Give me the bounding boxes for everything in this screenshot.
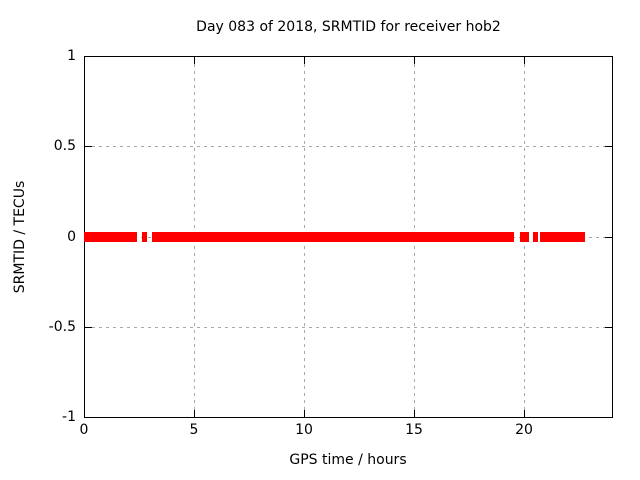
y-tick-mark (85, 417, 92, 418)
y-tick-label: -0.5 (48, 318, 76, 335)
x-tick-mark (304, 410, 305, 417)
x-tick-label: 20 (515, 422, 533, 438)
x-tick-label: 10 (295, 422, 313, 438)
x-tick-mark (84, 410, 85, 417)
x-tick-mark-top (524, 57, 525, 64)
x-tick-label: 15 (405, 422, 423, 438)
y-tick-mark-right (605, 417, 612, 418)
data-segment (141, 232, 147, 242)
grid-line-y (85, 146, 612, 148)
x-tick-mark (414, 410, 415, 417)
x-axis-title: GPS time / hours (289, 452, 407, 468)
y-tick-mark-right (605, 327, 612, 328)
data-segment (520, 232, 530, 242)
x-tick-label: 0 (79, 422, 89, 438)
data-segment (152, 232, 515, 242)
y-tick-mark (85, 146, 92, 147)
y-tick-mark (85, 56, 92, 57)
x-tick-mark-top (414, 57, 415, 64)
y-tick-mark-right (605, 56, 612, 57)
grid-line-y (85, 326, 612, 328)
x-tick-mark (524, 410, 525, 417)
x-tick-label: 5 (189, 422, 199, 438)
data-segment (84, 232, 137, 242)
y-tick-mark (85, 327, 92, 328)
data-segment (540, 232, 585, 242)
y-tick-label: -1 (62, 409, 76, 425)
x-tick-mark-top (84, 57, 85, 64)
y-tick-label: 1 (67, 48, 76, 64)
y-tick-mark-right (605, 146, 612, 147)
y-tick-label: 0 (67, 228, 76, 245)
y-tick-mark-right (605, 237, 612, 238)
x-tick-mark-top (194, 57, 195, 64)
x-tick-mark-top (304, 57, 305, 64)
x-tick-mark (194, 410, 195, 417)
chart-title: Day 083 of 2018, SRMTID for receiver hob… (196, 19, 501, 35)
data-segment (533, 232, 539, 242)
y-tick-label: 0.5 (53, 138, 76, 155)
